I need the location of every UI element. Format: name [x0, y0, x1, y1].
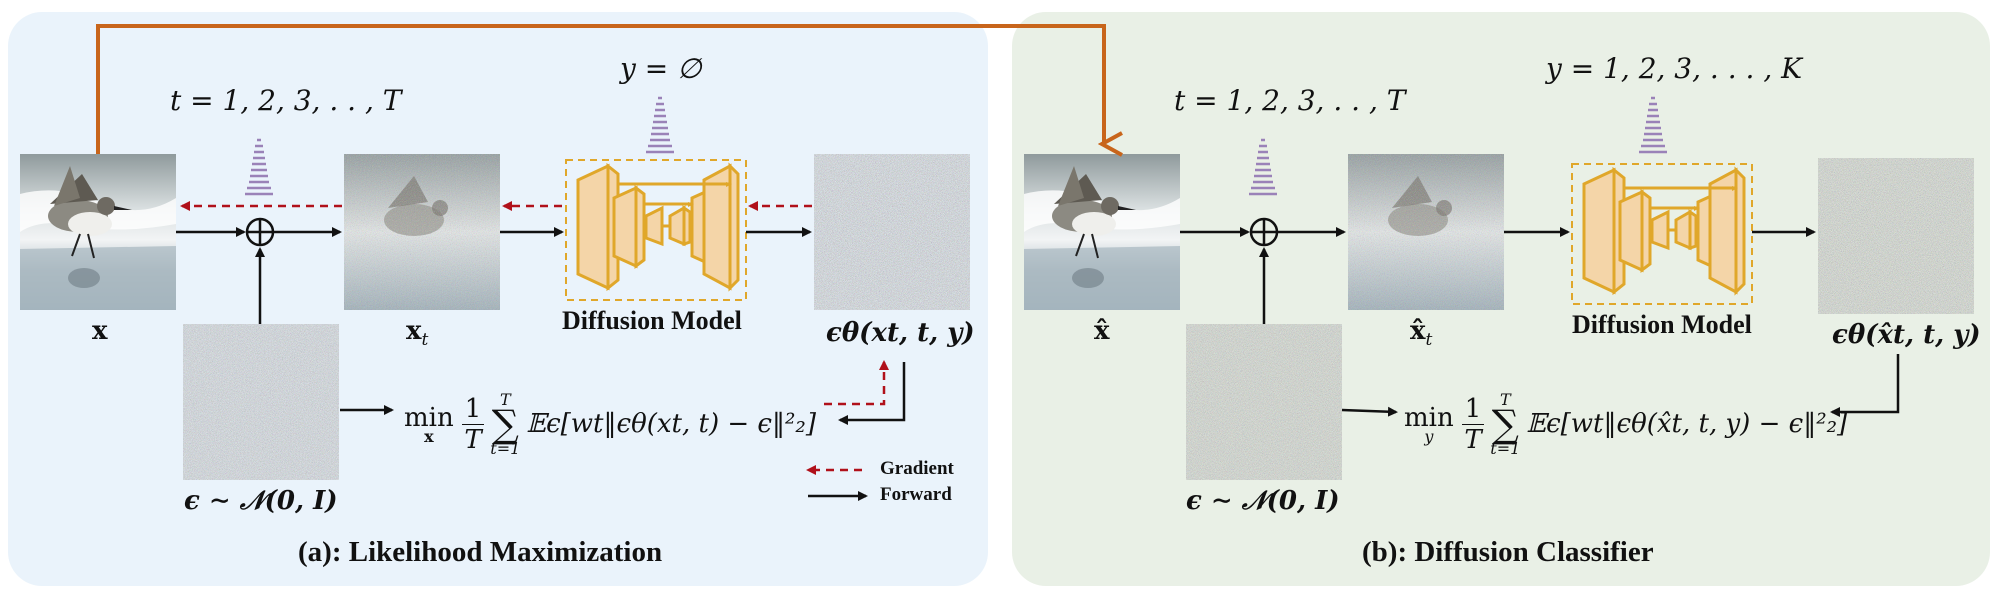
gaussian-noise-image-b	[1186, 324, 1342, 480]
gaussian-noise-image	[183, 324, 339, 480]
condition-stack-b-icon	[1637, 96, 1669, 154]
objective-b-text: min_y (1/T) Σ_{t=1}^{T} 𝔼ϵ[wt‖ϵθ(x̂t, t,…	[0, 0, 1, 1]
objective-a: min x 1 T T ∑ t=1 𝔼ϵ[wt‖ϵθ(xt, t) − ϵ‖²₂…	[404, 390, 816, 458]
noisy-label-b: x̂t	[1410, 316, 1433, 351]
condition-label-a: y = ∅	[620, 52, 702, 85]
input-label-b: x̂	[1094, 316, 1110, 346]
predicted-noise-image-b	[1818, 158, 1974, 314]
noisy-label-a: xt	[406, 316, 429, 351]
panel-title-b: (b): Diffusion Classifier	[1362, 536, 1654, 568]
time-label-a: t = 1, 2, 3, . . , T	[170, 84, 402, 117]
diffusion-model-b-icon	[1570, 162, 1754, 306]
panel-title-a: (a): Likelihood Maximization	[298, 536, 663, 568]
noisy-image-xhat-t	[1348, 154, 1504, 310]
model-label-a: Diffusion Model	[562, 306, 742, 335]
time-label-b: t = 1, 2, 3, . . , T	[1174, 84, 1406, 117]
objective-b: min y 1 T T ∑ t=1 𝔼ϵ[wt‖ϵθ(x̂t, t, y) − …	[1404, 390, 1848, 458]
output-label-b: ϵθ(x̂t, t, y)	[1832, 320, 1981, 350]
condition-stack-a-icon	[644, 96, 676, 154]
input-image-bird	[20, 154, 176, 310]
predicted-noise-image	[814, 154, 970, 310]
noisy-image-xt	[344, 154, 500, 310]
transfer-link-arrow	[96, 24, 1104, 154]
diffusion-model-a-icon	[564, 158, 748, 302]
legend-forward-label: Forward	[880, 484, 952, 505]
input-label-a: x	[92, 316, 108, 346]
legend-gradient-label: Gradient	[880, 458, 954, 479]
noise-label-b: ϵ ∼ 𝒩(0, I)	[1186, 486, 1340, 516]
timestep-stack-a-icon	[243, 138, 275, 196]
input-image-bird-hat	[1024, 154, 1180, 310]
timestep-stack-b-icon	[1247, 138, 1279, 196]
noise-label-a: ϵ ∼ 𝒩(0, I)	[184, 486, 338, 516]
model-label-b: Diffusion Model	[1572, 310, 1752, 339]
output-label-a: ϵθ(xt, t, y)	[826, 318, 975, 348]
condition-label-b: y = 1, 2, 3, . . . , K	[1546, 52, 1803, 85]
